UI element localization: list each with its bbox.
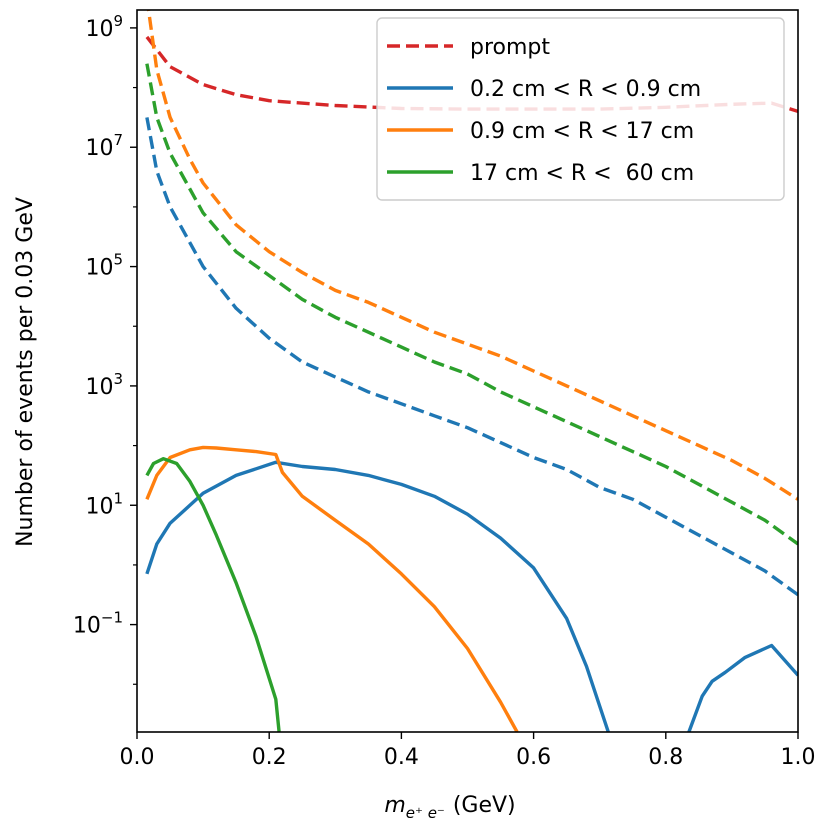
y-tick-label: 10−1 [73, 609, 123, 639]
x-axis-title: me⁺ e⁻ (GeV) [384, 793, 515, 822]
series-line-5 [687, 643, 798, 732]
legend-label: 0.2 cm < R < 0.9 cm [470, 77, 701, 102]
series-line-7 [145, 457, 281, 732]
y-axis-title: Number of events per 0.03 GeV [13, 197, 38, 547]
x-tick-label: 0.6 [516, 745, 551, 770]
x-tick-label: 0.4 [384, 745, 419, 770]
x-tick-label: 1.0 [781, 745, 816, 770]
legend-label: 0.9 cm < R < 17 cm [470, 119, 694, 144]
legend: prompt 0.2 cm < R < 0.9 cm 0.9 cm < R < 17… [376, 17, 785, 201]
y-axis: 109 107 105 103 101 10−1 [73, 12, 137, 685]
series-line-2 [146, 10, 798, 501]
x-tick-label: 0.0 [120, 745, 155, 770]
y-tick-label: 107 [85, 131, 123, 161]
series-line-3 [145, 63, 798, 546]
y-tick-label: 105 [85, 251, 123, 281]
series-line-4 [145, 460, 610, 732]
x-tick-label: 0.2 [252, 745, 287, 770]
legend-label: prompt [470, 35, 550, 60]
y-tick-label: 103 [85, 370, 123, 400]
legend-label: 17 cm < R < 60 cm [470, 161, 694, 186]
series-line-6 [145, 445, 519, 732]
y-tick-label: 109 [85, 12, 123, 42]
y-tick-label: 101 [85, 489, 123, 519]
series-line-1 [145, 117, 798, 597]
legend-box [376, 17, 785, 201]
plot-frame [136, 9, 799, 733]
series-layer [145, 10, 798, 732]
x-tick-label: 0.8 [648, 745, 683, 770]
x-axis: 0.0 0.2 0.4 0.6 0.8 1.0 [120, 732, 816, 770]
